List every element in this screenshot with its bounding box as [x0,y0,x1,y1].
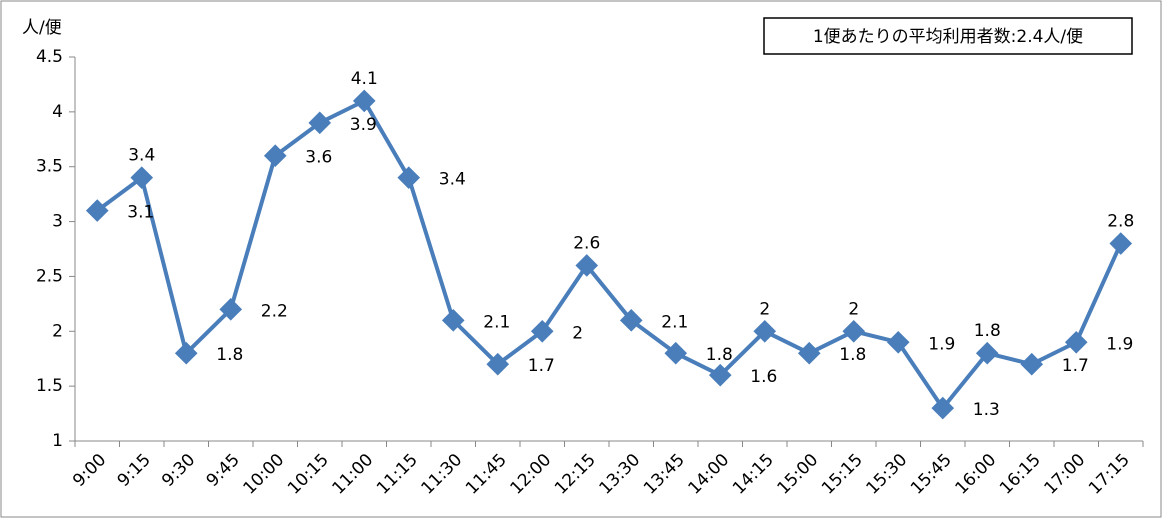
y-tick-label: 4 [52,102,63,122]
value-label: 1.8 [974,321,1001,341]
value-label: 2 [759,299,770,319]
marker [664,341,688,365]
value-label: 1.7 [1062,356,1089,376]
marker [352,89,376,113]
marker [797,341,821,365]
marker [308,111,332,135]
y-tick-label: 1 [52,431,63,451]
value-label: 2 [848,299,859,319]
value-label: 1.3 [973,400,1000,420]
marker [530,319,554,343]
marker [1020,352,1044,376]
marker [486,352,510,376]
value-label: 3.6 [305,148,332,168]
y-tick-label: 2.5 [36,266,63,286]
marker [931,396,955,420]
data-line [96,98,1123,411]
y-tick-label: 4.5 [36,47,63,67]
value-label: 3.9 [350,115,377,135]
marker [441,309,465,332]
value-label: 2.6 [573,233,600,253]
value-label: 3.4 [439,170,466,190]
value-label: 4.1 [351,69,378,89]
value-label: 2.1 [483,312,510,332]
marker [842,319,866,343]
value-label: 1.9 [1106,334,1133,354]
marker [975,341,999,365]
marker [619,309,643,332]
value-label: 1.9 [928,334,955,354]
value-label: 2.2 [261,301,288,321]
y-tick-label: 2 [52,321,63,341]
y-tick-label: 3.5 [36,157,63,177]
value-label: 3.1 [127,203,154,223]
y-tick-label: 3 [52,212,63,232]
value-label: 3.4 [128,146,155,166]
value-label: 1.7 [528,356,555,376]
value-label: 1.8 [839,345,866,365]
annotation-box [763,17,1133,55]
marker [708,363,732,387]
annotation: 1便あたりの平均利用者数:2.4人/便 [813,27,1083,47]
marker [753,319,777,343]
value-label: 1.8 [706,345,733,365]
value-label: 2.8 [1107,212,1134,232]
value-label: 2.1 [661,312,688,332]
marker [1064,330,1088,354]
value-label: 1.8 [216,345,243,365]
marker [886,330,910,354]
y-tick-label: 1.5 [36,376,63,396]
marker [575,254,599,277]
value-label: 2 [572,323,583,343]
marker [85,199,109,222]
y-axis-label: 人/便 [22,18,62,38]
value-label: 1.6 [750,367,777,387]
